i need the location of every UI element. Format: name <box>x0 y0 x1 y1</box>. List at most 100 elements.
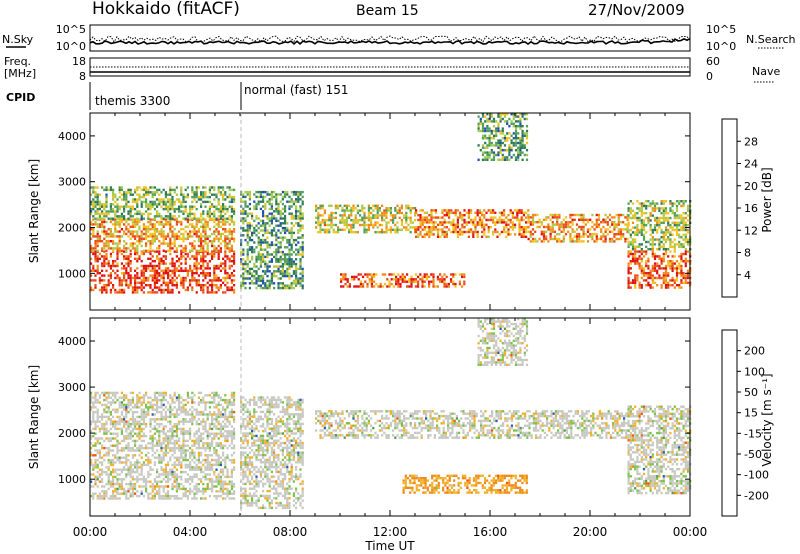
data-cell <box>536 225 539 229</box>
data-cell <box>193 264 196 268</box>
data-cell <box>206 247 209 250</box>
data-cell <box>101 286 104 289</box>
data-cell <box>649 214 652 217</box>
data-cell <box>341 214 344 217</box>
data-cell <box>638 255 641 258</box>
data-cell <box>242 265 245 268</box>
data-cell <box>286 246 289 249</box>
data-cell <box>134 200 137 204</box>
data-cell <box>222 193 225 196</box>
data-cell <box>299 207 302 211</box>
data-cell <box>129 408 132 411</box>
data-cell <box>112 478 115 481</box>
data-cell <box>151 260 154 263</box>
data-cell <box>486 137 489 140</box>
data-cell <box>481 235 484 238</box>
data-cell <box>490 115 493 118</box>
data-cell <box>629 207 632 210</box>
data-cell <box>682 204 685 208</box>
data-cell <box>140 284 143 287</box>
data-cell <box>105 255 108 258</box>
data-cell <box>116 408 119 411</box>
data-cell <box>279 241 282 244</box>
data-cell <box>94 240 97 243</box>
data-cell <box>490 113 493 116</box>
data-cell <box>600 228 603 231</box>
data-cell <box>213 186 216 189</box>
data-cell <box>120 461 123 464</box>
data-cell <box>90 207 93 211</box>
data-cell <box>645 260 648 263</box>
data-cell <box>109 272 112 275</box>
data-cell <box>109 228 112 231</box>
data-cell <box>125 458 128 462</box>
data-cell <box>602 218 605 221</box>
data-cell <box>129 215 132 218</box>
data-cell <box>114 437 117 440</box>
data-cell <box>301 253 304 256</box>
data-cell <box>92 473 95 476</box>
data-cell <box>98 437 101 440</box>
data-cell <box>430 273 433 276</box>
data-cell <box>547 228 550 231</box>
data-cell <box>299 212 302 215</box>
data-cell <box>259 238 262 242</box>
data-cell <box>372 214 375 217</box>
data-cell <box>259 284 262 287</box>
data-cell <box>217 267 220 270</box>
data-cell <box>147 228 150 231</box>
data-cell <box>398 228 401 231</box>
data-cell <box>94 461 97 464</box>
data-cell <box>136 274 139 277</box>
data-cell <box>193 191 196 194</box>
data-cell <box>645 204 648 208</box>
data-cell <box>125 218 128 221</box>
data-cell <box>503 115 507 118</box>
data-cell <box>120 446 123 450</box>
data-cell <box>514 233 517 236</box>
data-cell <box>167 200 170 204</box>
data-cell <box>649 228 652 232</box>
data-cell <box>90 257 93 260</box>
data-cell <box>292 286 295 290</box>
data-cell <box>264 255 267 259</box>
data-cell <box>105 257 108 260</box>
data-cell <box>268 212 271 215</box>
data-cell <box>503 230 506 234</box>
data-cell <box>363 219 366 222</box>
data-cell <box>486 117 489 121</box>
data-cell <box>180 223 183 226</box>
data-cell <box>118 442 121 445</box>
data-cell <box>116 198 119 201</box>
data-cell <box>134 281 137 284</box>
data-cell <box>138 427 141 431</box>
data-cell <box>123 449 126 452</box>
data-cell <box>284 222 287 225</box>
data-cell <box>660 231 663 234</box>
data-cell <box>503 209 506 212</box>
data-cell <box>191 200 194 204</box>
data-cell <box>640 243 643 246</box>
data-cell <box>434 285 437 288</box>
data-cell <box>277 219 280 223</box>
data-cell <box>656 272 659 275</box>
data-cell <box>123 434 126 438</box>
data-cell <box>105 198 108 201</box>
data-cell <box>226 230 229 233</box>
freq-unit: [MHz] <box>4 67 36 80</box>
data-cell <box>673 281 676 284</box>
data-cell <box>441 278 444 281</box>
data-cell <box>191 195 194 199</box>
data-cell <box>105 240 108 243</box>
data-cell <box>542 237 546 241</box>
data-cell <box>368 278 371 281</box>
data-cell <box>499 117 502 121</box>
data-cell <box>213 269 216 272</box>
data-cell <box>649 233 652 236</box>
data-cell <box>127 470 130 474</box>
data-cell <box>197 267 200 270</box>
data-cell <box>615 225 618 229</box>
data-cell <box>200 247 203 250</box>
data-cell <box>215 279 218 282</box>
data-cell <box>352 223 355 227</box>
